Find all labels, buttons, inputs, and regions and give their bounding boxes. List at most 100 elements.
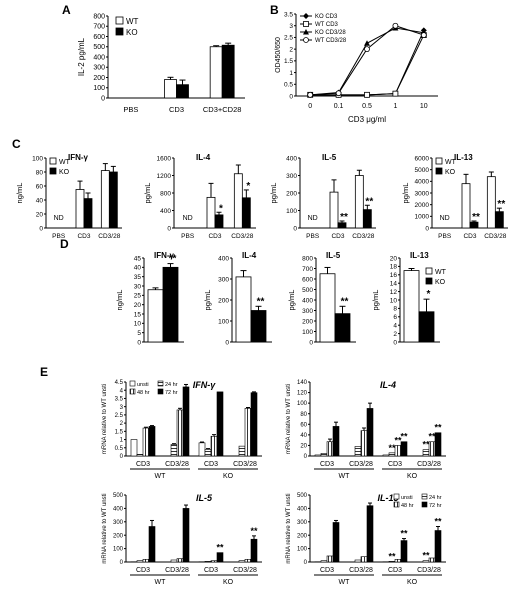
panel-e-3-y-tick-label: 200 — [297, 533, 308, 539]
panel-b-legend-label-2: KO CD3/28 — [315, 30, 346, 36]
panel-a-y-label: IL-2 pg/mL — [77, 37, 86, 76]
panel-c-1-bar-WT — [233, 173, 243, 229]
panel-e-1-y-tick-label: 100 — [297, 401, 308, 407]
panel-e-0-bar — [210, 435, 218, 457]
panel-e-1-y-tick-label: 0 — [304, 454, 308, 460]
panel-c-2-y-tick-label: 300 — [286, 173, 297, 180]
panel-e-0-bar — [130, 439, 138, 457]
panel-c-1-y-tick-label: 800 — [160, 190, 171, 197]
panel-d-0-y-tick-label: 20 — [134, 302, 142, 309]
panel-d-0-bar-WT — [147, 289, 164, 343]
panel-c-0-bar-KO — [108, 171, 118, 229]
panel-e-0-legend-label-1: 24 hr — [165, 382, 178, 388]
panel-e-3-x-tick-label: CD3/28 — [417, 567, 441, 574]
panel-d-3-y-tick-label: 6 — [393, 314, 397, 321]
panel-e-1-significance: ** — [434, 423, 442, 433]
panel-b-y-tick-label: 2 — [289, 46, 293, 53]
panel-c-2-significance: ** — [340, 212, 348, 223]
panel-e-1-x-tick-label: CD3 — [320, 461, 334, 468]
panel-e-3-bar — [354, 559, 362, 563]
panel-b-x-label: CD3 μg/ml — [348, 115, 386, 124]
panel-c-2-y-tick-label: 0 — [293, 225, 297, 232]
panel-b-y-tick-label: 0 — [289, 93, 293, 100]
panel-d-3-legend-swatch-0 — [425, 267, 433, 275]
panel-e-1-significance: ** — [388, 443, 396, 453]
panel-a-legend-swatch-1 — [115, 27, 124, 36]
panel-e-0-y-tick-label: 3 — [120, 405, 124, 411]
panel-d-1-y-tick-label: 0 — [225, 339, 229, 346]
panel-e-0-legend-swatch-1 — [157, 380, 164, 387]
panel-a-bar-WT — [209, 46, 223, 99]
panel-b-legend-marker-0 — [303, 13, 309, 19]
panel-b-y-label: OD450/650 — [275, 37, 282, 73]
panel-e-0-bar — [182, 386, 190, 457]
panel-e-1-bar — [314, 454, 322, 457]
panel-e-1-y-tick-label: 40 — [300, 433, 307, 439]
panel-e-2-title: IL-5 — [196, 493, 213, 503]
panel-e-1-x-tick-label: CD3/28 — [417, 461, 441, 468]
panel-e-3-bar — [428, 557, 436, 563]
panel-label-D: D — [60, 237, 69, 251]
panel-c-3-y-label: pg/mL — [401, 183, 410, 204]
panel-e-0-x-tick-label: CD3/28 — [165, 461, 189, 468]
panel-d-2-bar-WT — [319, 273, 336, 343]
panel-d-3-y-label: pg/mL — [371, 290, 380, 311]
panel-e-0-bar — [136, 454, 144, 457]
panel-e-0-group-label-WT: WT — [155, 473, 167, 480]
panel-b-legend-label-1: WT CD3 — [315, 22, 339, 28]
panel-e-2-bar — [170, 559, 178, 563]
panel-e-0-bar — [148, 426, 156, 457]
panel-e-3-legend-label-3: 72 hr — [429, 503, 442, 509]
panel-d-1-y-tick-label: 100 — [218, 318, 229, 325]
panel-e-1-bar — [326, 441, 334, 457]
panel-d-2-y-tick-label: 400 — [302, 297, 313, 304]
panel-d-0-y-tick-label: 5 — [137, 330, 141, 337]
panel-c-1-nd-label: ND — [183, 215, 193, 222]
panel-c-3-x-tick-label: CD3 — [463, 233, 476, 240]
panel-b-x-tick-label: 0.5 — [362, 103, 372, 110]
panel-d-3-y-tick-label: 14 — [390, 280, 398, 287]
panel-c-0-bar-WT — [75, 189, 85, 229]
panel-c-2-bar-WT — [354, 175, 364, 229]
panel-e-0-bar — [244, 408, 252, 457]
panel-e-2-y-label: mRNA relative to WT unsti — [102, 493, 108, 563]
panel-c-2-x-tick-label: CD3 — [331, 233, 344, 240]
panel-e-2-x-tick-label: CD3/28 — [233, 567, 257, 574]
panel-c-0-y-label: ng/mL — [15, 183, 24, 204]
panel-e-1-bar — [388, 452, 396, 457]
panel-a-y-tick-label: 300 — [93, 65, 105, 72]
panel-label-B: B — [270, 3, 279, 17]
panel-e-3-x-tick-label: CD3/28 — [349, 567, 373, 574]
panel-d-0-y-tick-label: 45 — [134, 255, 142, 262]
panel-b-x-tick-label: 0.1 — [334, 103, 344, 110]
panel-c-0-title: IFN-γ — [68, 153, 89, 162]
panel-e-3-bar — [360, 556, 368, 563]
panel-c-0-y-tick-label: 60 — [36, 183, 44, 190]
panel-a-x-tick-label: CD3+CD28 — [203, 105, 242, 114]
panel-c-3-significance: ** — [472, 212, 480, 223]
panel-e-3-x-tick-label: CD3 — [320, 567, 334, 574]
panel-d-3-y-tick-label: 4 — [393, 322, 397, 329]
panel-c-1-title: IL-4 — [196, 153, 211, 162]
panel-e-2-significance: ** — [250, 526, 258, 536]
panel-c-1-significance: * — [246, 181, 250, 192]
panel-e-0-bar — [142, 427, 150, 457]
panel-e-2-bar — [136, 560, 144, 563]
panel-e-2-bar — [216, 552, 224, 563]
panel-b-y-tick-label: 1.5 — [284, 58, 293, 65]
panel-e-1-bar — [382, 454, 390, 457]
panel-c-3-title: IL-13 — [454, 153, 473, 162]
panel-c-3-bar-WT — [486, 176, 496, 229]
panel-c-0-x-tick-label: CD3/28 — [98, 233, 120, 240]
panel-c-1-x-tick-label: PBS — [181, 233, 195, 240]
panel-b-point-2 — [364, 40, 370, 46]
panel-e-2-y-tick-label: 200 — [113, 533, 124, 539]
panel-d-0-y-tick-label: 10 — [134, 321, 142, 328]
panel-e-1-bar — [400, 441, 408, 457]
panel-e-0-legend-swatch-3 — [157, 388, 164, 395]
panel-d-0-significance: ** — [169, 254, 177, 265]
panel-b-point-3 — [335, 90, 342, 97]
panel-e-1-bar — [320, 453, 328, 457]
panel-e-3-legend-swatch-0 — [393, 493, 400, 500]
panel-c-3-bar-KO — [469, 221, 479, 229]
